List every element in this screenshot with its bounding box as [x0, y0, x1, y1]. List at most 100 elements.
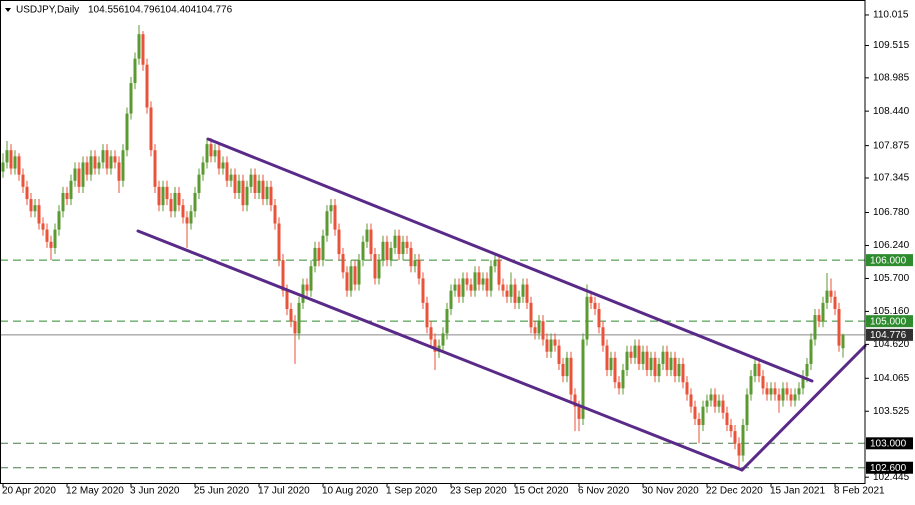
candle-body: [693, 406, 697, 419]
candle-body: [261, 180, 265, 200]
candle-body: [241, 180, 245, 206]
candle-body: [337, 229, 341, 255]
candle-body: [453, 284, 457, 291]
candle-body: [133, 58, 137, 84]
candle-body: [289, 308, 293, 322]
candle-body: [473, 272, 477, 291]
channel-upper: [206, 137, 814, 383]
y-tick-label: 103.525: [873, 406, 910, 417]
candle-body: [645, 351, 649, 371]
candle-body: [669, 357, 673, 371]
candle-body: [749, 376, 753, 395]
level-label-box: [866, 461, 913, 474]
candle-body: [721, 400, 725, 413]
candle-body: [417, 260, 421, 279]
candle-body: [165, 186, 169, 200]
x-tick-label: 20 Apr 2020: [2, 486, 56, 497]
candle-body: [641, 351, 645, 364]
x-tick-label: 25 Jun 2020: [194, 486, 249, 497]
candle-body: [465, 278, 469, 285]
candle-body: [349, 266, 353, 291]
candle-body: [621, 370, 625, 389]
candle-body: [329, 205, 333, 212]
candle-body: [113, 156, 117, 163]
candle-body: [701, 406, 705, 425]
x-tick-label: 8 Feb 2021: [834, 486, 885, 497]
candle-body: [425, 302, 429, 328]
level-label: 106.000: [870, 255, 907, 266]
candle-body: [433, 339, 437, 352]
candle-body: [141, 34, 145, 65]
candle-body: [581, 339, 585, 419]
candle-body: [629, 351, 633, 358]
candle-body: [153, 150, 157, 187]
candle-body: [461, 278, 465, 297]
candle-body: [717, 400, 721, 407]
candle-body: [137, 34, 141, 59]
candle-body: [601, 327, 605, 346]
candle-body: [729, 424, 733, 432]
candle-body: [709, 394, 713, 401]
candle-body: [713, 394, 717, 407]
y-tick-label: 108.985: [873, 72, 910, 83]
candle-body: [633, 345, 637, 358]
plot-frame: [0, 0, 866, 484]
level-label-box: [866, 254, 913, 267]
candle-body: [229, 174, 233, 181]
candle-body: [369, 229, 373, 255]
x-tick-label: 15 Oct 2020: [514, 486, 569, 497]
candle-body: [9, 150, 13, 169]
candle-body: [809, 339, 813, 364]
candle-body: [457, 284, 461, 297]
candle-body: [469, 284, 473, 291]
candle-body: [593, 302, 597, 309]
candle-body: [301, 284, 305, 303]
candle-body: [197, 174, 201, 193]
candle-body: [653, 357, 657, 377]
candle-body: [93, 156, 97, 169]
candle-body: [105, 150, 109, 169]
candle-body: [521, 284, 525, 297]
candle-body: [305, 284, 309, 291]
candle-body: [545, 339, 549, 352]
x-tick-label: 6 Nov 2020: [578, 486, 630, 497]
candle-body: [213, 150, 217, 157]
candle-body: [613, 357, 617, 383]
x-tick-label: 3 Jun 2020: [130, 486, 180, 497]
candle-body: [589, 296, 593, 303]
candle-body: [285, 290, 289, 309]
candle-body: [517, 296, 521, 303]
level-label-box: [866, 328, 913, 341]
candle-body: [149, 107, 153, 151]
candle-body: [541, 321, 545, 340]
candle-body: [501, 284, 505, 291]
candle-body: [253, 174, 257, 193]
candle-body: [805, 363, 809, 377]
level-label: 103.000: [870, 438, 907, 449]
candle-body: [237, 180, 241, 193]
candle-body: [109, 156, 113, 169]
candle-body: [745, 394, 749, 425]
candle-body: [605, 345, 609, 371]
candle-body: [25, 186, 29, 200]
y-tick-label: 109.515: [873, 40, 910, 51]
candle-body: [17, 156, 21, 175]
candle-body: [309, 266, 313, 291]
candle-body: [481, 278, 485, 285]
candle-body: [249, 174, 253, 187]
candle-body: [661, 351, 665, 364]
candle-body: [833, 296, 837, 309]
candle-body: [813, 315, 817, 340]
x-tick-label: 12 May 2020: [66, 486, 124, 497]
candle-body: [681, 363, 685, 383]
candle-body: [569, 357, 573, 395]
candle-body: [61, 192, 65, 212]
candle-body: [617, 382, 621, 389]
candle-body: [773, 388, 777, 395]
x-tick-label: 15 Jan 2021: [770, 486, 825, 497]
level-label: 105.000: [870, 316, 907, 327]
candle-body: [597, 308, 601, 328]
candle-body: [193, 192, 197, 212]
candle-body: [561, 363, 565, 377]
